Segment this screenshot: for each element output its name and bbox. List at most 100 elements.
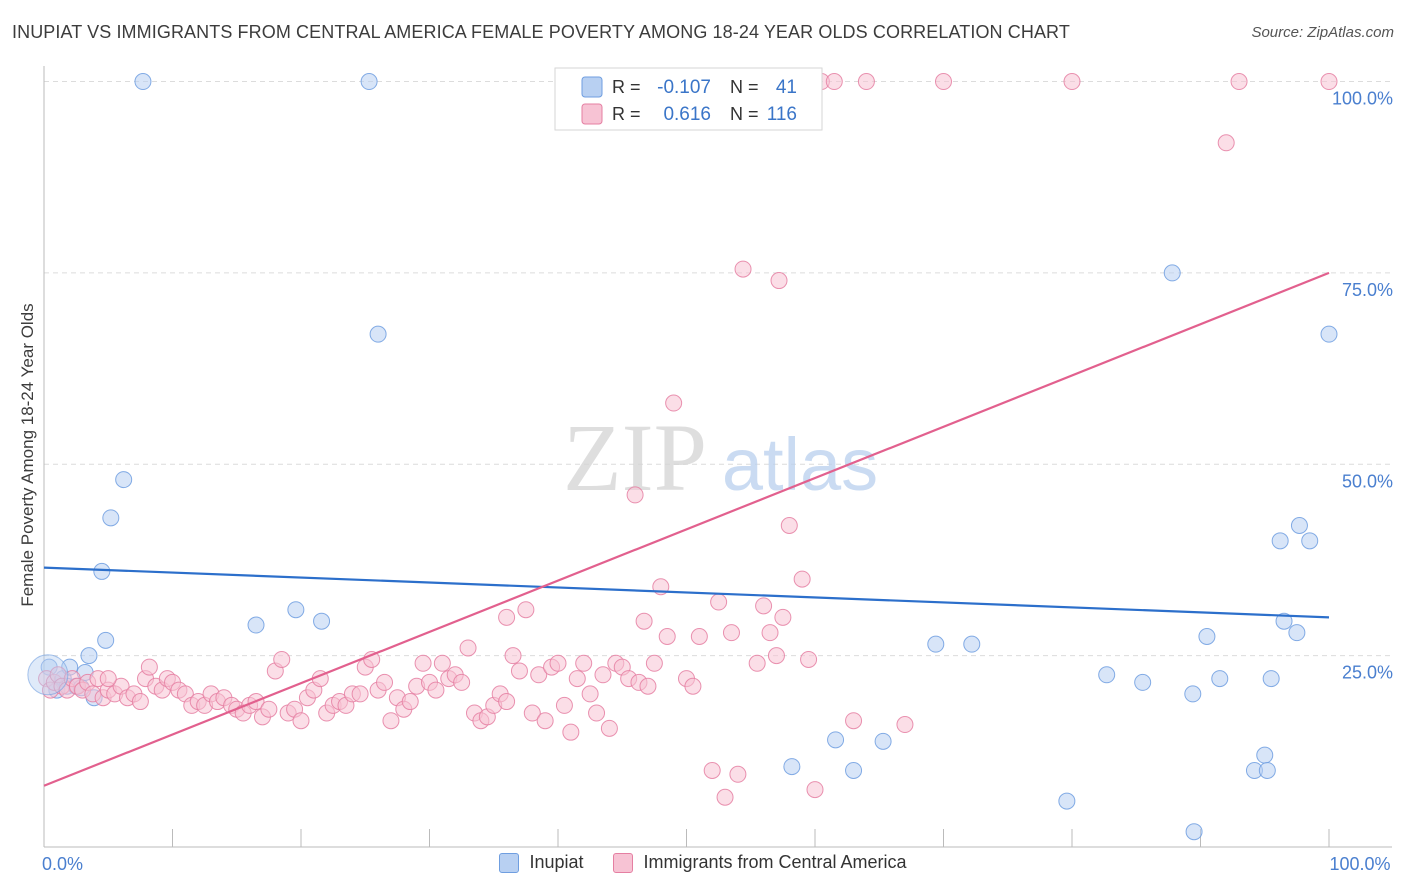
legend-item-central-america: Immigrants from Central America [613, 852, 907, 873]
trend-line-0 [43, 566, 1330, 619]
points-layer [27, 73, 1338, 841]
point-s0-38 [1184, 685, 1202, 703]
point-s0-46 [1275, 612, 1293, 630]
point-s0-31 [874, 732, 892, 750]
y-tick-label-2: 75.0% [1342, 280, 1393, 300]
watermark-atlas: atlas [722, 423, 878, 506]
point-s1-81 [530, 666, 548, 684]
point-s0-10 [93, 562, 111, 580]
point-s1-131 [770, 272, 788, 290]
trend-lines [43, 271, 1330, 787]
legend-swatch-central-america [613, 852, 634, 873]
legend-swatch-inupiat [499, 852, 520, 873]
point-s1-41 [273, 650, 291, 668]
point-s1-109 [716, 788, 734, 806]
point-s1-121 [806, 781, 824, 799]
point-s0-35 [1098, 666, 1116, 684]
point-s1-79 [517, 601, 535, 619]
point-s0-15 [247, 616, 265, 634]
point-s0-13 [115, 471, 133, 489]
point-s0-30 [845, 761, 863, 779]
stats-r-value-0: -0.107 [657, 77, 711, 98]
point-s1-120 [800, 650, 818, 668]
point-s1-85 [555, 696, 573, 714]
y-tick-label-1: 50.0% [1342, 471, 1393, 491]
y-axis-label: Female Poverty Among 18-24 Year Olds [18, 303, 37, 607]
point-s1-96 [626, 486, 644, 504]
point-s0-45 [1271, 532, 1289, 550]
stats-n-value-0: 41 [776, 77, 797, 98]
point-s0-33 [963, 635, 981, 653]
point-s0-18 [360, 73, 378, 91]
point-s1-124 [845, 712, 863, 730]
point-s1-63 [414, 654, 432, 672]
point-s1-44 [292, 712, 310, 730]
point-s1-78 [510, 662, 528, 680]
point-s1-103 [665, 394, 683, 412]
point-s1-39 [260, 700, 278, 718]
point-s0-16 [287, 601, 305, 619]
point-s0-39 [1198, 627, 1216, 645]
point-s1-80 [523, 704, 541, 722]
point-s1-91 [594, 666, 612, 684]
legend-label-central-america: Immigrants from Central America [643, 852, 907, 872]
x-tick-label-1: 100.0% [1329, 854, 1390, 874]
stats-n-label-0: N = [730, 77, 759, 97]
point-s0-29 [827, 731, 845, 749]
point-s0-48 [1301, 532, 1319, 550]
point-s0-14 [134, 73, 152, 91]
point-s0-49 [1290, 517, 1308, 535]
point-s1-114 [755, 597, 773, 615]
stats-swatch-1 [581, 103, 603, 125]
point-s1-65 [427, 681, 445, 699]
point-s1-105 [684, 677, 702, 695]
point-s1-107 [703, 761, 721, 779]
point-s1-100 [645, 654, 663, 672]
bottom-legend: Inupiat Immigrants from Central America [0, 852, 1406, 873]
point-s1-123 [825, 73, 843, 91]
point-s1-102 [658, 627, 676, 645]
tick-labels: 25.0% 50.0% 75.0% 100.0% 0.0% 100.0% [42, 89, 1393, 874]
point-s1-112 [734, 260, 752, 278]
point-s1-118 [780, 517, 798, 535]
point-s1-53 [351, 685, 369, 703]
point-s0-36 [1134, 673, 1152, 691]
cluster-marker [27, 654, 69, 696]
stats-n-label-1: N = [730, 104, 759, 124]
point-s1-77 [504, 647, 522, 665]
legend-label-inupiat: Inupiat [529, 852, 584, 872]
point-s1-136 [99, 670, 117, 688]
point-s1-99 [639, 677, 657, 695]
gridlines [44, 81, 1392, 657]
point-s0-47 [1288, 624, 1306, 642]
point-s1-70 [459, 639, 477, 657]
trend-line-1 [43, 271, 1330, 787]
point-s1-129 [1230, 73, 1248, 91]
stats-swatch-0 [581, 76, 603, 98]
point-s1-82 [536, 712, 554, 730]
stats-legend: R = -0.107 N = 41 R = 0.616 N = 116 [554, 67, 823, 131]
point-s1-126 [935, 73, 952, 91]
point-s0-50 [1320, 325, 1338, 343]
legend-item-inupiat: Inupiat [499, 852, 583, 873]
point-s1-57 [376, 673, 394, 691]
point-s1-18 [131, 693, 149, 711]
point-s1-90 [588, 704, 606, 722]
point-s0-19 [369, 325, 387, 343]
point-s0-44 [1262, 670, 1280, 688]
point-s1-69 [453, 673, 471, 691]
point-s1-58 [382, 712, 400, 730]
y-tick-label-0: 25.0% [1342, 663, 1393, 683]
point-s1-66 [433, 654, 451, 672]
point-s0-40 [1211, 670, 1229, 688]
point-s1-106 [690, 627, 708, 645]
point-s0-11 [97, 631, 115, 649]
point-s1-87 [568, 670, 586, 688]
stats-r-value-1: 0.616 [663, 104, 711, 125]
chart-title: INUPIAT VS IMMIGRANTS FROM CENTRAL AMERI… [12, 22, 1070, 42]
x-tick-label-0: 0.0% [42, 854, 83, 874]
point-s1-89 [581, 685, 599, 703]
point-s1-110 [722, 624, 740, 642]
point-s1-111 [729, 765, 747, 783]
